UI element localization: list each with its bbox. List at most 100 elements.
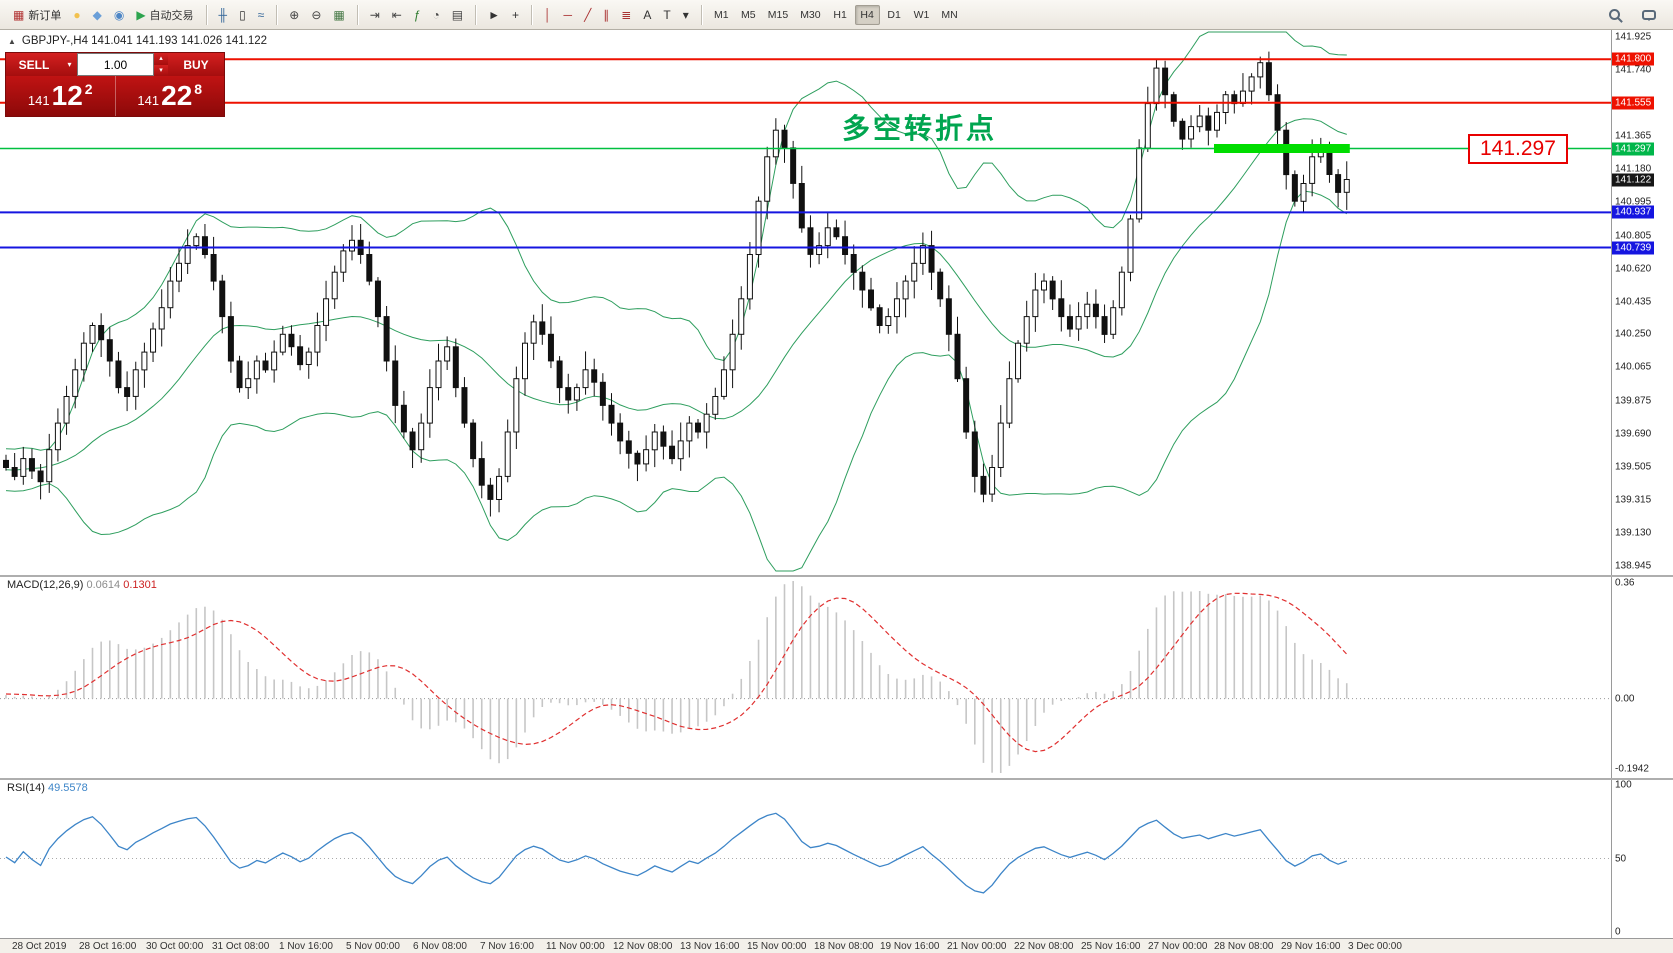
zoom-out-icon: ⊖ [311,7,322,22]
toolbar-group-cursor: ► + [480,4,527,26]
trendline-icon: ╱ [584,7,592,22]
price-divider [114,76,116,116]
fibonacci-icon[interactable]: ≣ [615,4,637,26]
zoom-out-icon[interactable]: ⊖ [305,4,327,26]
volume-dropdown-button[interactable]: ▾ [62,53,77,76]
search-icon [1609,9,1620,20]
search-button[interactable] [1603,4,1626,26]
toolbar-separator [205,4,207,25]
sell-price-pips: 12 [51,80,83,111]
collapse-arrow-icon[interactable]: ▲ [8,36,16,46]
toolbar-groups: ▦ 新订单 ● ◆ ◉ ▶ 自动交易 ╫ ▯ ≈ ⊕ ⊖ ▦ ⇥ ⇤ ƒ ◔ ▤ ► + │ ─ ╱ ∥ ≣ A T ▾ [5,4,706,26]
one-click-top-row: SELL ▾ ▴ ▾ BUY [6,53,224,76]
support-highlight-bar[interactable] [1214,144,1350,153]
buy-button[interactable]: BUY [168,53,224,76]
arrows-dropdown-icon[interactable]: ▾ [677,4,695,26]
timeframe-h4[interactable]: H4 [854,4,880,25]
volume-up-button[interactable]: ▴ [154,53,168,65]
tile-windows-icon: ▦ [333,7,345,22]
news-icon: ◉ [113,7,125,22]
toolbar-separator [276,4,278,25]
rsi-name: RSI(14) [7,782,45,794]
chart-shift-icon[interactable]: ⇤ [386,4,408,26]
text-icon[interactable]: A [637,4,657,26]
periods-dropdown-icon[interactable]: ◔ [427,4,446,26]
timeframe-m5[interactable]: M5 [740,8,756,21]
buy-price-pips: 22 [161,80,193,111]
timeframe-w1[interactable]: W1 [913,8,930,21]
toolbar-group-chart-tools: ⇥ ⇤ ƒ ◔ ▤ [362,4,471,26]
candlestick-chart-icon[interactable]: ▯ [233,4,252,26]
auto-scroll-icon[interactable]: ⇥ [364,4,386,26]
toolbar-separator [475,4,477,25]
new-order-button[interactable]: ▦ 新订单 [7,4,67,26]
timeframe-m30[interactable]: M30 [800,8,821,21]
macd-name: MACD(12,26,9) [7,579,84,591]
news-icon[interactable]: ◉ [108,4,130,26]
equidistant-channel-icon[interactable]: ∥ [597,4,615,26]
fibonacci-icon: ≣ [621,7,632,22]
auto-scroll-icon: ⇥ [369,7,380,22]
vertical-line-icon[interactable]: │ [538,4,558,26]
macd-indicator [0,581,1611,773]
volume-spinner: ▴ ▾ [154,53,168,76]
main-toolbar: ▦ 新订单 ● ◆ ◉ ▶ 自动交易 ╫ ▯ ≈ ⊕ ⊖ ▦ ⇥ ⇤ ƒ ◔ ▤ ► + │ ─ ╱ ∥ ≣ A T ▾ M1 M5 M1… [0,0,1673,30]
toolbar-separator [531,4,533,25]
crosshair-icon[interactable]: + [506,4,525,26]
chat-icon [1642,9,1656,21]
timeframe-m1[interactable]: M1 [713,8,729,21]
tile-windows-icon[interactable]: ▦ [327,4,350,26]
volume-input[interactable] [77,53,154,76]
timeframe-h1[interactable]: H1 [833,8,847,21]
indicators-icon[interactable]: ƒ [408,4,427,26]
label-icon[interactable]: T [657,4,676,26]
macd-label: MACD(12,26,9) 0.0614 0.1301 [7,579,157,591]
text-icon: A [643,7,652,22]
zoom-in-icon[interactable]: ⊕ [283,4,305,26]
line-chart-icon[interactable]: ≈ [252,4,271,26]
horizontal-line-icon[interactable]: ─ [558,4,579,26]
algo-trading-button[interactable]: ▶ 自动交易 [130,4,199,26]
bar-chart-icon[interactable]: ╫ [213,4,234,26]
sell-price-display[interactable]: 141 12 2 [6,76,115,116]
time-axis[interactable] [0,938,1673,953]
bar-chart-icon: ╫ [218,7,228,22]
rsi-panel-separator[interactable] [0,778,1673,780]
templates-icon[interactable]: ▤ [446,4,469,26]
buy-price-display[interactable]: 141 22 8 [116,76,225,116]
rsi-indicator [0,812,1611,894]
toolbar-separator [700,4,702,25]
horizontal-lines [0,58,1611,249]
chat-button[interactable] [1636,4,1662,26]
cursor-icon[interactable]: ► [482,4,506,26]
horizontal-line-icon: ─ [563,7,573,22]
algo-trading-button-label: 自动交易 [149,9,194,22]
macd-main-value: 0.0614 [86,579,121,591]
one-click-price-row: 141 12 2 141 22 8 [6,76,224,116]
toolbar-group-zoom: ⊕ ⊖ ▦ [281,4,352,26]
rsi-value: 49.5578 [47,782,88,794]
timeframe-m15[interactable]: M15 [767,8,789,21]
crosshair-icon: + [512,7,520,22]
sell-button[interactable]: SELL [6,53,62,76]
mql5-community-icon[interactable]: ● [67,4,86,26]
timeframe-mn[interactable]: MN [941,8,958,21]
buy-price-prefix: 141 [137,92,160,108]
macd-panel-separator[interactable] [0,575,1673,577]
timeframe-d1[interactable]: D1 [887,8,901,21]
templates-icon: ▤ [451,7,464,22]
virtual-hosting-icon[interactable]: ◆ [87,4,108,26]
virtual-hosting-icon: ◆ [92,7,102,22]
chart-annotation-text[interactable]: 多空转折点 [842,113,998,144]
volume-down-button[interactable]: ▾ [154,64,168,76]
sell-price-prefix: 141 [27,92,50,108]
price-callout-label[interactable]: 141.297 [1468,134,1568,164]
symbol-info: ▲ GBPJPY-,H4 141.041 141.193 141.026 141… [8,35,267,47]
chart-shift-icon: ⇤ [391,7,402,22]
rsi-label: RSI(14) 49.5578 [7,782,88,794]
line-chart-icon: ≈ [257,7,265,22]
trendline-icon[interactable]: ╱ [578,4,597,26]
buy-price-point: 8 [194,81,203,97]
algo-trading-icon: ▶ [136,7,146,22]
